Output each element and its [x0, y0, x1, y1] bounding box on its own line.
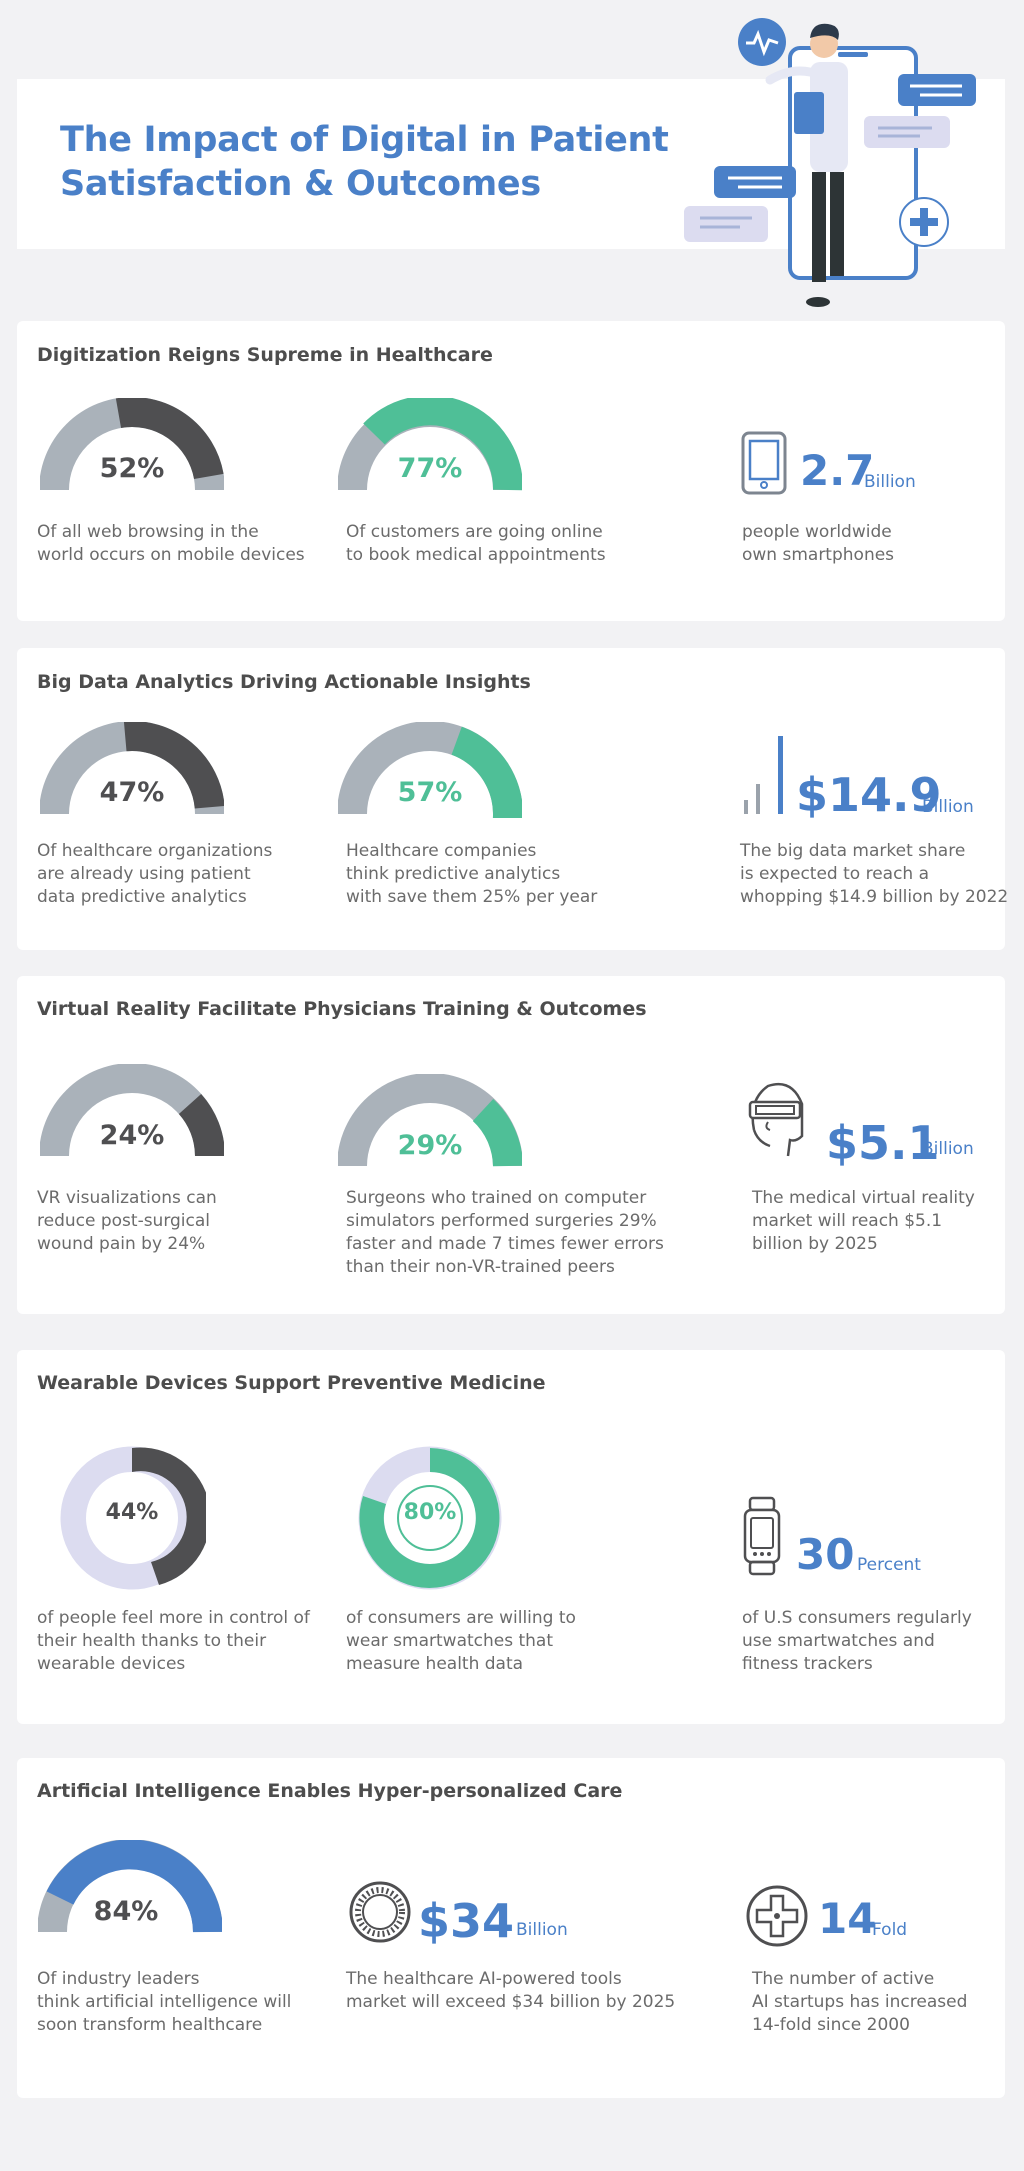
stat-value: 2.7: [800, 446, 875, 495]
stat-unit: Billion: [922, 1139, 974, 1159]
donut-80: [358, 1446, 502, 1590]
smartphone-icon: [741, 431, 787, 495]
stat-value: 80%: [403, 1500, 457, 1525]
stat-value: $5.1: [826, 1116, 940, 1170]
stat-description: Of industry leaders think artificial int…: [37, 1969, 292, 2035]
stat-value: 47%: [99, 777, 165, 808]
stat-value: 14: [818, 1894, 877, 1943]
gauge-57: [338, 722, 522, 818]
gauge-29: [338, 1074, 522, 1167]
page-title: The Impact of Digital in Patient Satisfa…: [60, 120, 669, 204]
section-ai: [17, 1758, 1005, 2098]
section-title: Wearable Devices Support Preventive Medi…: [37, 1372, 546, 1394]
gauge-84: [38, 1840, 222, 1933]
stat-description: of U.S consumers regularly use smartwatc…: [742, 1608, 972, 1674]
vr-headset-icon: [748, 1082, 804, 1157]
doctor-illustration: [684, 18, 976, 307]
section-title: Digitization Reigns Supreme in Healthcar…: [37, 344, 493, 366]
stat-value: 57%: [397, 777, 463, 808]
stat-value: $14.9: [796, 768, 942, 822]
stat-value: 24%: [99, 1120, 165, 1151]
stat-value: 84%: [93, 1896, 159, 1927]
gauge-77: [338, 398, 522, 491]
stat-value: 30: [796, 1530, 855, 1579]
ring-icon: [349, 1881, 411, 1943]
stat-description: VR visualizations can reduce post-surgic…: [37, 1188, 217, 1254]
stat-unit: Percent: [857, 1555, 921, 1575]
stat-description: Of healthcare organizations are already …: [37, 841, 273, 907]
stat-description: The medical virtual reality market will …: [752, 1188, 975, 1254]
section-title: Virtual Reality Facilitate Physicians Tr…: [37, 998, 647, 1020]
smartwatch-icon: [743, 1496, 781, 1576]
stat-description: of people feel more in control of their …: [37, 1608, 310, 1674]
stat-value: 77%: [397, 453, 463, 484]
stat-unit: Fold: [872, 1920, 908, 1940]
stat-value: 52%: [99, 453, 165, 484]
gamepad-icon: [746, 1885, 808, 1947]
bar-chart-icon: [744, 736, 783, 814]
section-title: Artificial Intelligence Enables Hyper-pe…: [37, 1780, 623, 1802]
stat-unit: Billion: [922, 797, 974, 817]
gauge-52: [40, 398, 224, 491]
stat-description: The healthcare AI-powered tools market w…: [346, 1969, 676, 2012]
stat-description: Of all web browsing in the world occurs …: [37, 522, 305, 565]
stat-description: The number of active AI startups has inc…: [752, 1969, 968, 2035]
stat-description: Surgeons who trained on computer simulat…: [346, 1188, 664, 1277]
stat-unit: Billion: [864, 472, 916, 492]
stat-description: people worldwide own smartphones: [742, 522, 895, 565]
stat-unit: Billion: [516, 1920, 568, 1940]
gauge-24: [40, 1064, 224, 1157]
donut-44: [60, 1446, 206, 1590]
stat-value: 44%: [105, 1500, 159, 1525]
stat-description: Of customers are going online to book me…: [346, 522, 606, 565]
stat-description: of consumers are willing to wear smartwa…: [346, 1608, 576, 1674]
stat-value: $34: [418, 1894, 515, 1948]
stat-description: The big data market share is expected to…: [740, 841, 1009, 907]
gauge-47: [40, 722, 224, 815]
section-title: Big Data Analytics Driving Actionable In…: [37, 671, 531, 693]
stat-description: Healthcare companies think predictive an…: [346, 841, 598, 907]
stat-value: 29%: [397, 1130, 463, 1161]
